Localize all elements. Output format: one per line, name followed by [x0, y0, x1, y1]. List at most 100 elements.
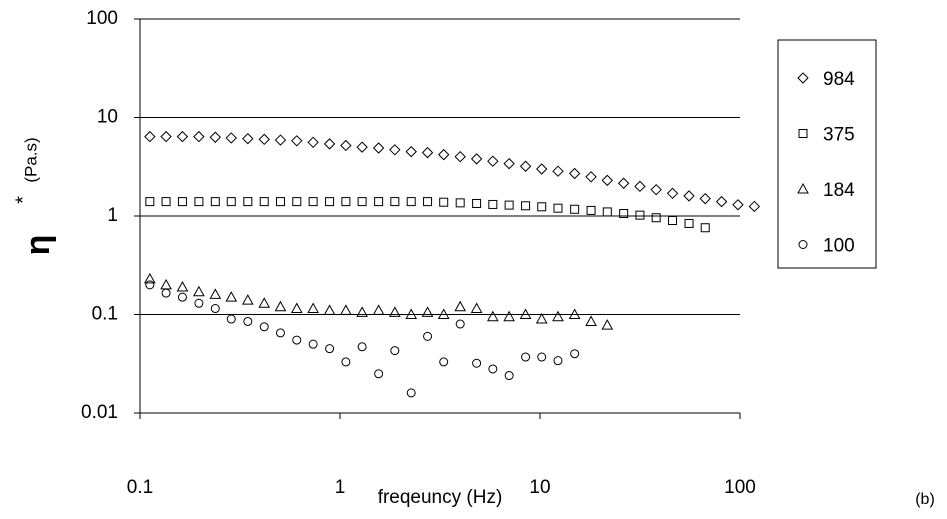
marker-diamond	[585, 171, 597, 183]
marker-triangle	[454, 300, 467, 312]
marker-circle	[406, 388, 416, 398]
marker-diamond	[242, 132, 254, 145]
marker-diamond	[715, 195, 728, 208]
marker-triangle	[503, 310, 515, 322]
marker-circle	[177, 292, 187, 302]
marker-square	[423, 197, 433, 207]
x-tick-label: 0.1	[127, 477, 153, 498]
marker-square	[472, 198, 482, 208]
marker-diamond	[552, 165, 564, 177]
marker-diamond	[372, 142, 385, 154]
marker-diamond	[160, 130, 172, 143]
marker-diamond	[437, 148, 450, 161]
marker-square	[145, 197, 155, 207]
marker-square	[504, 200, 514, 210]
marker-triangle	[797, 182, 809, 194]
marker-square	[374, 197, 384, 207]
marker-square	[341, 197, 351, 207]
marker-diamond	[209, 131, 222, 143]
y-tick-label: 0.01	[81, 402, 118, 423]
marker-triangle	[160, 278, 172, 290]
y-tick-label: 0.1	[92, 304, 118, 325]
legend-label: 184	[823, 180, 855, 201]
marker-circle	[537, 352, 547, 362]
marker-square	[700, 223, 710, 233]
x-tick-label: 10	[529, 477, 550, 498]
marker-circle	[504, 371, 514, 381]
marker-circle	[308, 339, 318, 349]
marker-diamond	[536, 163, 548, 175]
marker-triangle	[143, 272, 156, 284]
marker-triangle	[437, 308, 450, 319]
marker-triangle	[323, 304, 336, 315]
marker-square	[161, 197, 171, 207]
marker-triangle	[340, 304, 352, 315]
marker-triangle	[601, 319, 614, 330]
marker-circle	[226, 314, 236, 324]
marker-circle	[390, 346, 400, 356]
marker-square	[406, 197, 416, 207]
marker-square	[537, 202, 547, 212]
marker-circle	[553, 356, 563, 366]
marker-diamond	[797, 72, 809, 84]
marker-square	[259, 197, 269, 207]
marker-square	[439, 197, 449, 207]
marker-square	[798, 129, 808, 138]
marker-circle	[488, 364, 498, 374]
marker-square	[553, 203, 563, 213]
marker-triangle	[388, 306, 401, 317]
marker-square	[194, 197, 204, 207]
marker-square	[586, 205, 596, 215]
y-axis-label-unit: (Pa.s)	[21, 137, 40, 182]
marker-diamond	[519, 160, 532, 172]
marker-square	[684, 218, 694, 228]
marker-diamond	[291, 135, 303, 147]
marker-circle	[161, 288, 171, 298]
marker-square	[521, 201, 531, 211]
marker-triangle	[225, 291, 238, 302]
marker-circle	[357, 342, 367, 352]
marker-diamond	[389, 144, 401, 156]
marker-square	[668, 216, 678, 226]
marker-circle	[521, 352, 531, 362]
marker-circle	[275, 328, 285, 338]
marker-diamond	[454, 150, 466, 163]
marker-diamond	[683, 190, 695, 202]
marker-diamond	[650, 183, 662, 196]
marker-square	[308, 197, 318, 207]
marker-circle	[259, 322, 269, 332]
legend-label: 375	[823, 125, 855, 146]
marker-square	[210, 197, 220, 207]
marker-diamond	[617, 177, 630, 189]
marker-diamond	[634, 180, 646, 193]
marker-circle	[292, 335, 302, 345]
marker-triangle	[470, 302, 483, 314]
marker-circle	[798, 240, 808, 249]
marker-diamond	[176, 130, 189, 143]
marker-square	[275, 197, 285, 207]
marker-square	[602, 207, 612, 217]
marker-circle	[439, 357, 449, 367]
marker-square	[357, 197, 367, 207]
marker-triangle	[421, 306, 434, 317]
marker-square	[226, 197, 236, 207]
marker-square	[243, 197, 253, 207]
marker-diamond	[405, 145, 417, 158]
marker-circle	[145, 280, 155, 290]
marker-diamond	[144, 130, 156, 143]
marker-circle	[455, 319, 465, 329]
marker-square	[325, 197, 335, 207]
marker-triangle	[486, 310, 499, 322]
marker-triangle	[274, 300, 287, 312]
marker-triangle	[356, 306, 368, 317]
marker-triangle	[176, 281, 189, 292]
legend-box	[777, 39, 877, 269]
marker-diamond	[568, 167, 581, 180]
marker-diamond	[258, 133, 270, 146]
marker-diamond	[487, 155, 499, 167]
marker-triangle	[552, 310, 564, 322]
marker-square	[455, 198, 465, 208]
marker-triangle	[568, 308, 581, 319]
legend-label: 100	[823, 236, 855, 257]
marker-diamond	[225, 132, 237, 144]
